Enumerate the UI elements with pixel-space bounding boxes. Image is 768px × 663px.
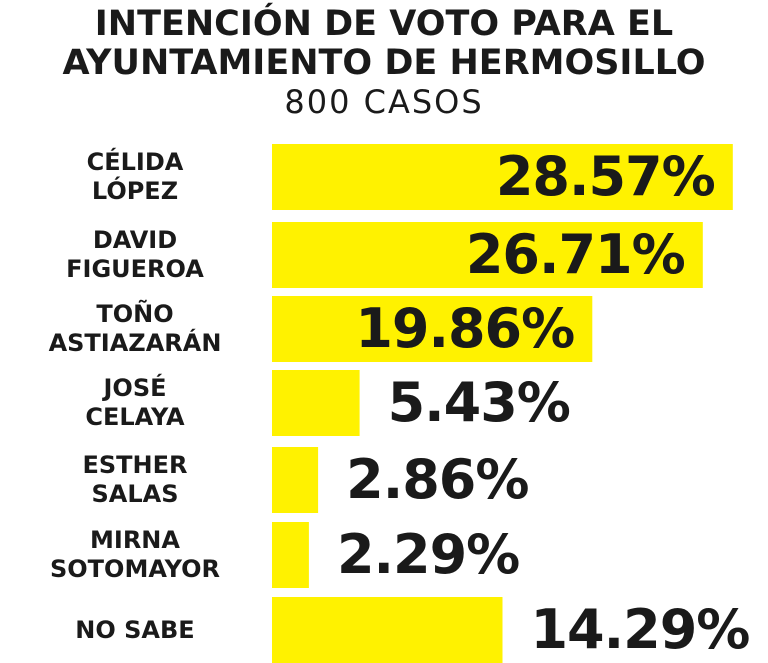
bar-0 — [272, 144, 733, 210]
category-label-0: CÉLIDA LÓPEZ — [86, 148, 184, 205]
bar-2 — [272, 296, 593, 362]
chart-subtitle: 800 CASOS — [284, 83, 484, 121]
value-label-1: 26.71% — [465, 223, 686, 286]
category-label-5: MIRNA SOTOMAYOR — [49, 526, 221, 583]
value-label-5: 2.29% — [336, 523, 520, 586]
value-label-4: 2.86% — [346, 448, 529, 511]
value-label-3: 5.43% — [387, 371, 571, 434]
category-label-3: JOSÉ CELAYA — [85, 374, 185, 431]
category-label-1: DAVID FIGUEROA — [66, 226, 204, 283]
value-label-6: 14.29% — [530, 598, 750, 661]
bar-6 — [272, 597, 503, 663]
category-label-6: NO SABE — [75, 615, 195, 644]
bar-5 — [272, 522, 309, 588]
value-label-0: 28.57% — [495, 145, 716, 208]
category-label-2: TOÑO ASTIAZARÁN — [48, 300, 222, 357]
chart-title-line-2: AYUNTAMIENTO DE HERMOSILLO — [62, 43, 706, 83]
bar-4 — [272, 447, 319, 513]
chart-title-line-1: INTENCIÓN DE VOTO PARA EL — [94, 4, 674, 44]
value-label-2: 19.86% — [355, 297, 575, 360]
bar-1 — [272, 222, 703, 288]
bar-3 — [272, 370, 360, 436]
category-label-4: ESTHER SALAS — [82, 451, 188, 508]
